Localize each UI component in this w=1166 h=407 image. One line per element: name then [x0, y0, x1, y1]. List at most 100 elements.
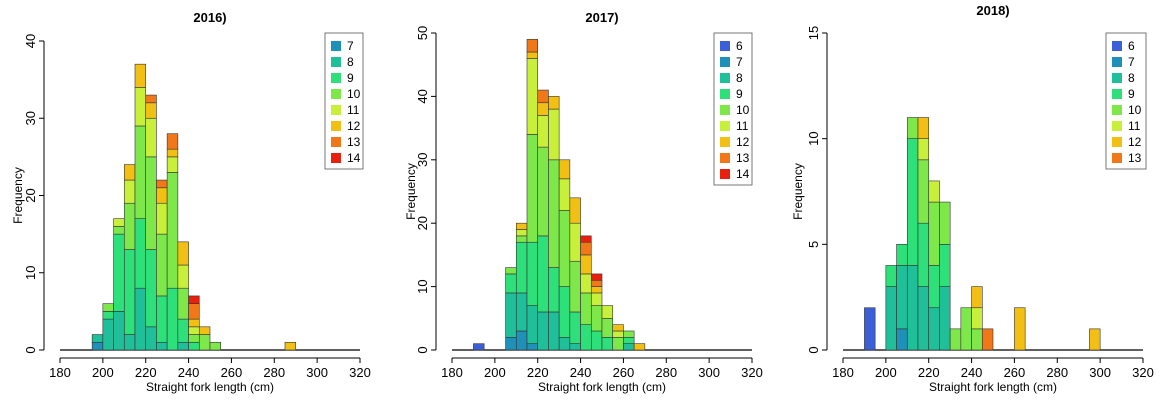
bar-segment-age-9: [939, 244, 951, 287]
x-tick-label: 200: [484, 365, 506, 380]
legend-label: 13: [736, 151, 750, 165]
x-axis-label: Straight fork length (cm): [146, 380, 274, 394]
bar-segment-age-8: [569, 343, 581, 351]
bar-segment-age-11: [177, 264, 189, 289]
bar-segment-age-12: [123, 164, 136, 181]
legend-label: 10: [736, 103, 750, 117]
bar-segment-age-13: [580, 241, 592, 256]
bar-segment-age-8: [134, 287, 147, 351]
bar-segment-age-9: [177, 318, 189, 343]
bar-segment-age-8: [896, 265, 908, 330]
bar-segment-age-10: [971, 328, 983, 351]
x-tick-label: 320: [741, 365, 763, 380]
bar-segment-age-8: [885, 286, 897, 351]
legend: 7 8 9 10 11 12 13 14: [324, 32, 364, 170]
y-tick-label: 0: [23, 346, 38, 353]
chart-title: 2018): [976, 3, 1009, 18]
bar-segment-age-12: [1089, 328, 1101, 351]
bar-segment-age-11: [558, 178, 571, 211]
bar-segment-age-11: [612, 330, 624, 338]
legend-label: 11: [736, 119, 749, 133]
legend-swatch-age-11: [720, 121, 730, 131]
legend-swatch-age-7: [1112, 57, 1122, 67]
x-tick-label: 220: [527, 365, 549, 380]
bar-segment-age-12: [156, 187, 168, 204]
legend-swatch-age-11: [1112, 121, 1122, 131]
bar-segment-age-9: [145, 249, 157, 328]
legend-swatch-age-14: [720, 169, 730, 179]
bar-segment-age-11: [548, 108, 560, 161]
x-tick-label: 180: [441, 365, 463, 380]
panel-2018: 2018) 180 200 220 240 260 280 300 320 Straight fo…: [791, 3, 1154, 394]
bar-segment-age-10: [209, 341, 222, 351]
bar-segment-age-8: [91, 334, 104, 343]
bar-segment-age-10: [113, 226, 125, 235]
bar-segment-age-9: [188, 341, 200, 351]
legend-swatch-age-7: [331, 41, 341, 51]
legend-swatch-age-12: [1112, 137, 1122, 147]
bar-segment-age-12: [580, 254, 592, 275]
bar-segment-age-12: [590, 286, 603, 294]
x-tick-label: 280: [655, 365, 677, 380]
y-tick-label: 40: [415, 89, 430, 103]
bar-segment-age-8: [515, 292, 528, 332]
bar-segment-age-13: [166, 133, 179, 150]
bar-segment-age-10: [949, 328, 962, 351]
bar-segment-age-8: [145, 326, 157, 351]
legend-swatch-age-10: [331, 89, 341, 99]
bar-segment-age-10: [960, 307, 972, 351]
bar-segment-age-12: [145, 102, 157, 119]
bar-segment-age-7: [91, 341, 104, 351]
bar-segment-age-9: [623, 337, 635, 344]
y-tick-label: 5: [806, 241, 821, 248]
y-tick-label: 40: [23, 34, 38, 48]
bar-segment-age-12: [515, 222, 528, 230]
legend-label: 8: [736, 71, 743, 85]
bar-segment-age-12: [971, 286, 983, 309]
bar-segment-age-13: [981, 328, 994, 351]
bar-segment-age-9: [569, 311, 581, 344]
legend-swatch-age-12: [331, 121, 341, 131]
bar-segment-age-14: [188, 295, 200, 304]
bar-segment-age-9: [590, 330, 603, 351]
bar-segment-age-11: [156, 202, 168, 235]
bar-segment-age-11: [134, 87, 147, 127]
bar-segment-age-10: [123, 202, 136, 250]
legend-label: 11: [347, 103, 360, 117]
x-tick-label: 240: [570, 365, 592, 380]
legend-label: 8: [1128, 71, 1135, 85]
legend-label: 6: [736, 39, 743, 53]
bar-segment-age-9: [548, 267, 560, 313]
bar-segment-age-7: [515, 330, 528, 351]
x-tick-label: 280: [263, 365, 285, 380]
bar-segment-age-11: [971, 307, 983, 330]
legend-swatch-age-10: [720, 105, 730, 115]
bar-segment-age-10: [906, 117, 919, 139]
bar-segment-age-9: [896, 244, 908, 266]
legend-label: 10: [1128, 103, 1142, 117]
legend-swatch-age-9: [331, 73, 341, 83]
bar-segment-age-9: [601, 337, 614, 351]
bar-segment-age-8: [939, 286, 951, 351]
x-tick-label: 240: [961, 365, 983, 380]
bar-segment-age-12: [558, 159, 571, 180]
bar-segment-age-10: [145, 156, 157, 250]
bar-segment-age-10: [590, 305, 603, 332]
bar-segment-age-8: [928, 307, 940, 351]
legend-label: 13: [347, 135, 361, 149]
x-tick-label: 200: [875, 365, 897, 380]
legend-label: 9: [736, 87, 743, 101]
legend-label: 13: [1128, 151, 1142, 165]
bar-segment-age-11: [537, 115, 549, 148]
x-tick-label: 200: [92, 365, 114, 380]
bar-segment-age-10: [580, 292, 592, 325]
bar-segment-age-8: [623, 343, 635, 351]
legend-swatch-age-12: [720, 137, 730, 147]
bar-segment-age-12: [526, 51, 539, 59]
x-tick-label: 240: [178, 365, 200, 380]
x-tick-label: 300: [1089, 365, 1111, 380]
bar-segment-age-9: [928, 265, 940, 309]
legend-label: 12: [736, 135, 750, 149]
bar-segment-age-11: [145, 117, 157, 158]
